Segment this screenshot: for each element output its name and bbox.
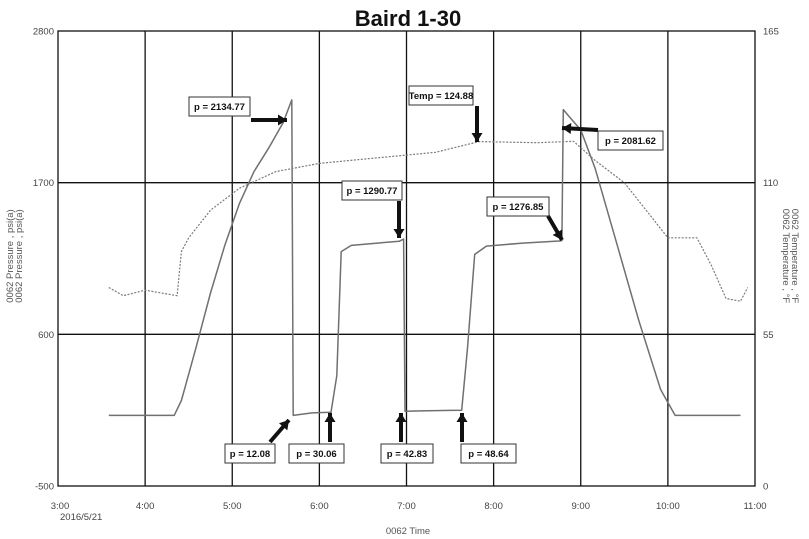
x-axis-date-label: 2016/5/21	[60, 512, 102, 523]
annotation-label: p = 30.06	[296, 449, 336, 460]
annotation-box	[460, 443, 517, 464]
annotation-arrow-head	[393, 229, 405, 238]
left-axis-label-1: 0062 Pressure , psi(a)	[5, 209, 16, 302]
annotation-label: p = 2081.62	[605, 136, 656, 147]
annotation-arrow-head	[279, 420, 289, 431]
tick-layer: 3:00 4:00 5:00 6:00 7:00 8:00 9:00 10:00 11:00 28…	[33, 27, 779, 513]
annotation-label: p = 1276.85	[493, 202, 545, 213]
y-left-tick-label: -500	[35, 482, 54, 493]
annotation-box	[597, 130, 664, 151]
annotation-box	[486, 196, 550, 217]
y-left-tick-label: 2800	[33, 27, 54, 38]
x-tick-label: 10:00	[656, 501, 680, 512]
x-tick-label: 7:00	[397, 501, 416, 512]
right-axis-label-1: 0062 Temperature , °F	[789, 209, 800, 304]
x-tick-label: 5:00	[223, 501, 242, 512]
annotation-box	[408, 85, 474, 106]
y-right-tick-label: 55	[763, 330, 774, 341]
annotation-layer: p = 2134.77 p = 12.08 p = 30.06 Temp = 124.…	[188, 85, 664, 464]
annotation-box	[188, 96, 251, 117]
annotation-label: p = 12.08	[230, 449, 270, 460]
series-layer	[108, 99, 749, 417]
chart-title: Baird 1-30	[355, 6, 461, 31]
annotation-box	[341, 180, 403, 201]
y-right-tick-label: 165	[763, 27, 779, 38]
y-right-tick-label: 0	[763, 482, 768, 493]
y-left-tick-label: 600	[38, 330, 54, 341]
annotation-arrow-head	[562, 123, 572, 134]
annotation-arrow-head	[456, 413, 468, 422]
annotation-arrow-head	[324, 413, 336, 422]
annotation-arrow-head	[552, 229, 563, 240]
annotation-label: p = 2134.77	[194, 102, 245, 113]
right-axis-label-2: 0062 Temperature , °F	[780, 209, 791, 304]
annotation-label: p = 1290.77	[347, 186, 398, 197]
x-tick-label: 8:00	[484, 501, 503, 512]
annotation-label: p = 48.64	[468, 449, 509, 460]
x-tick-label: 11:00	[743, 501, 766, 512]
annotation-box	[288, 443, 345, 464]
annotation-label: p = 42.83	[387, 449, 427, 460]
annotation-arrow-head	[278, 114, 287, 126]
x-tick-label: 6:00	[310, 501, 329, 512]
x-tick-label: 4:00	[136, 501, 155, 512]
y-right-tick-label: 110	[763, 178, 778, 189]
x-tick-label: 9:00	[572, 501, 591, 512]
left-axis-label-2: 0062 Pressure , psi(a)	[14, 209, 25, 302]
grid-layer	[57, 30, 756, 487]
pressure-series-line	[108, 99, 741, 417]
temperature-series-line	[108, 140, 749, 302]
left-axis-label-group: 0062 Pressure , psi(a) 0062 Pressure , p…	[5, 209, 25, 302]
annotation-box	[224, 443, 276, 464]
x-axis-label: 0062 Time	[386, 526, 430, 537]
right-axis-label-group: 0062 Temperature , °F 0062 Temperature ,…	[780, 209, 800, 304]
annotation-label: Temp = 124.88	[409, 91, 474, 102]
annotation-arrow-head	[395, 413, 407, 422]
annotation-arrow-head	[471, 133, 483, 142]
y-left-tick-label: 1700	[33, 178, 54, 189]
x-tick-label: 3:00	[51, 501, 70, 512]
annotation-box	[380, 443, 434, 464]
